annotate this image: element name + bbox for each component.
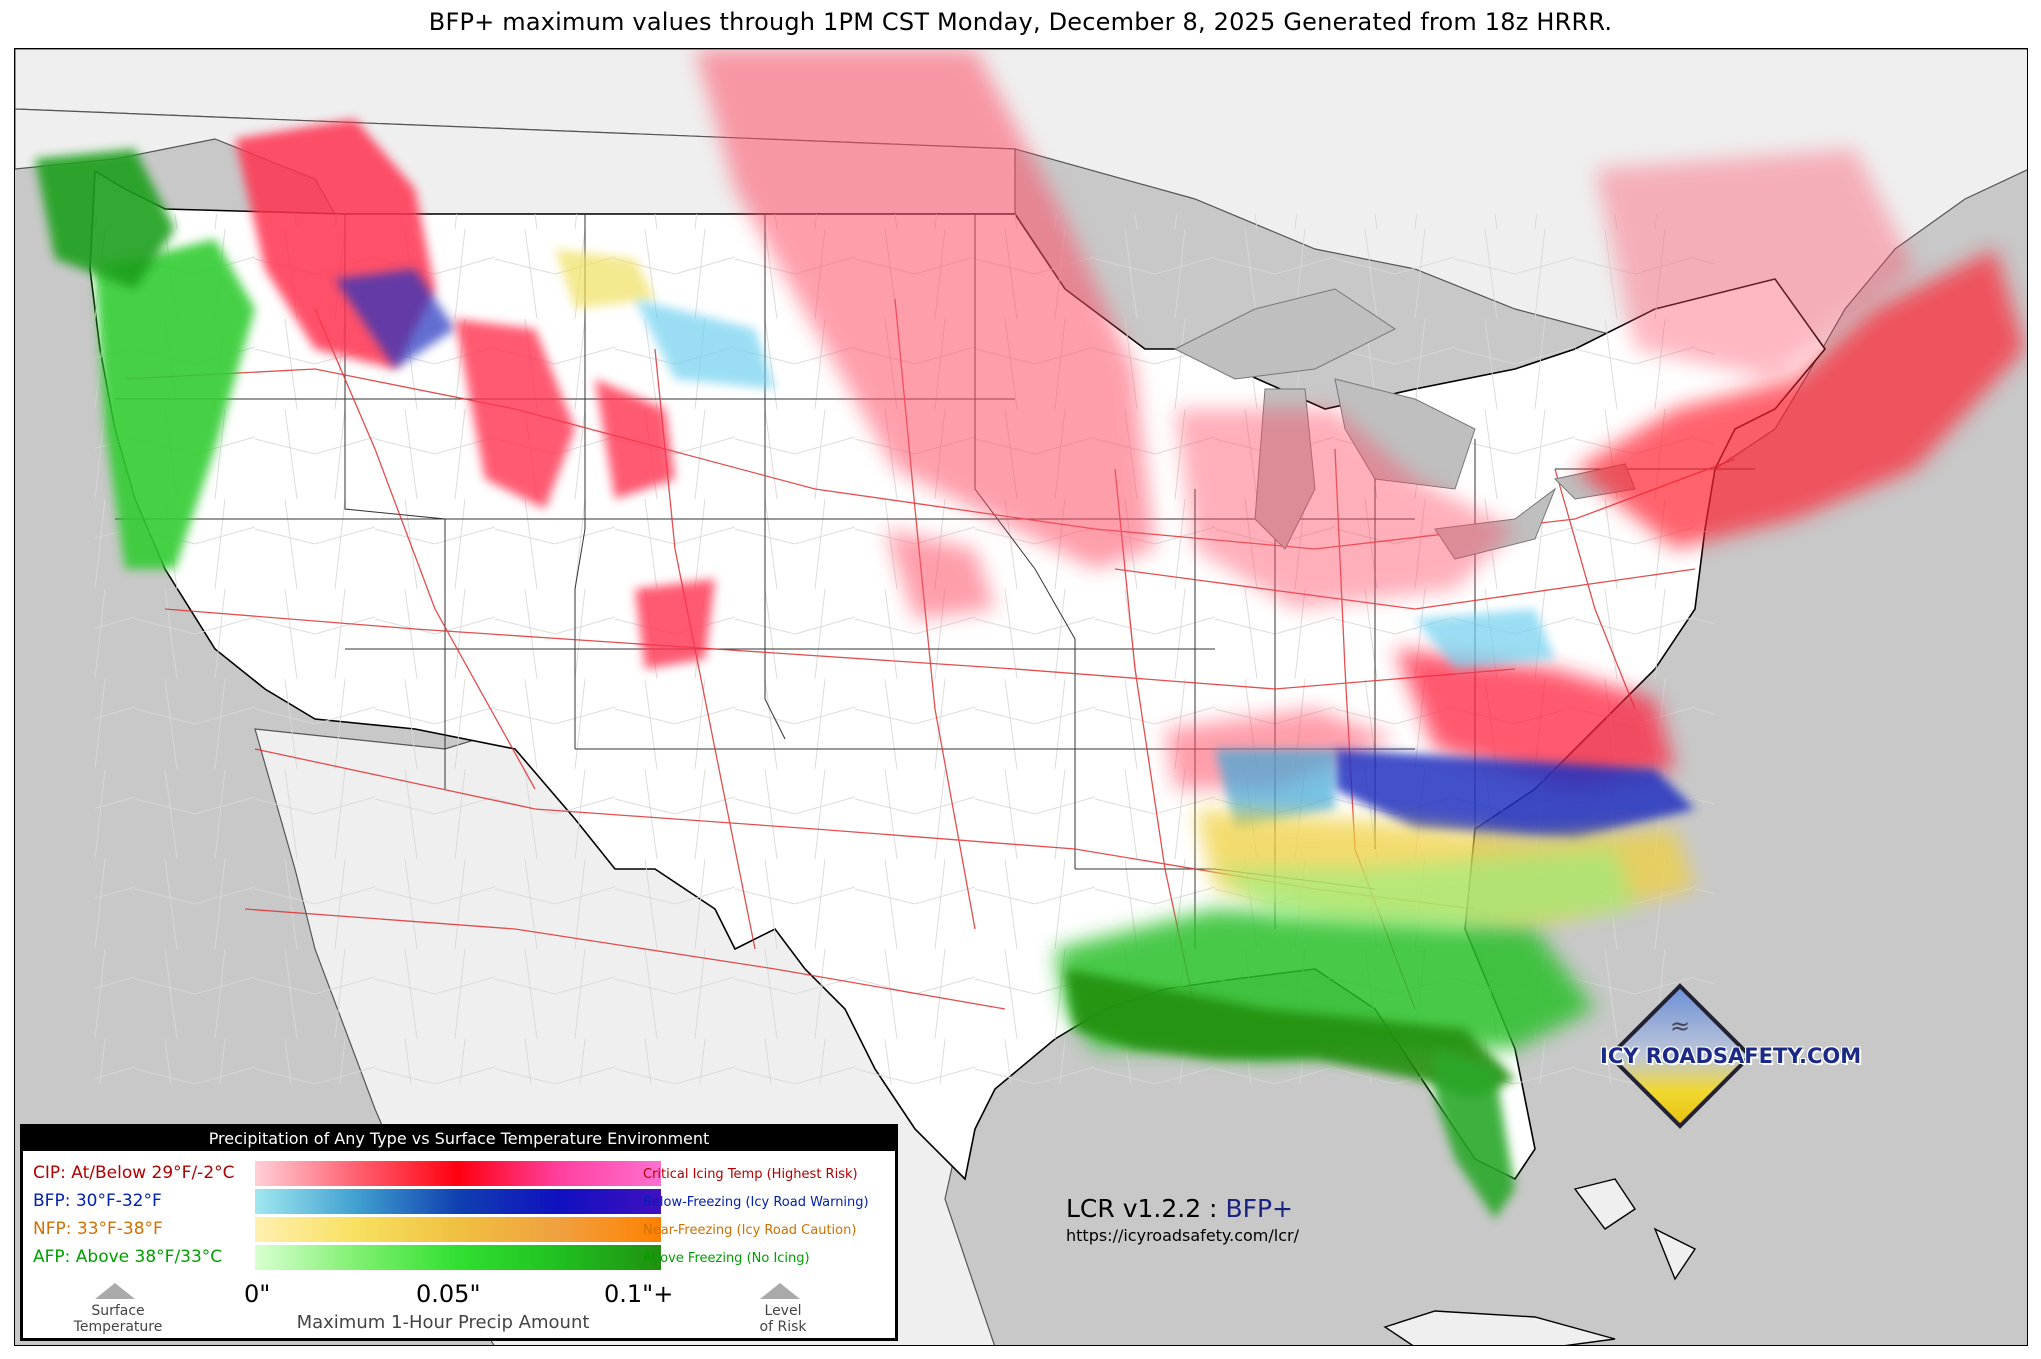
logo-wave-icon: ≈ — [1670, 1012, 1690, 1040]
risk-arrow-icon — [760, 1283, 800, 1299]
product-label: LCR v1.2.2 : BFP+ — [1066, 1194, 1293, 1223]
logo-diamond-icon: ≈ — [1607, 983, 1753, 1129]
risk-label: Level of Risk — [759, 1303, 807, 1335]
precip-overlay — [35, 49, 2025, 1219]
product-version: LCR v1.2.2 : — [1066, 1194, 1218, 1223]
legend-desc-bfp: Below-Freezing (Icy Road Warning) — [643, 1195, 869, 1210]
map-title: BFP+ maximum values through 1PM CST Mond… — [428, 8, 1613, 36]
legend-row-afp-label: AFP: Above 38°F/33°C — [33, 1247, 223, 1267]
legend-tick-1: 0.05" — [416, 1280, 481, 1308]
caribbean-islands — [1383, 1178, 1697, 1345]
legend-row-bfp-label: BFP: 30°F-32°F — [33, 1191, 162, 1211]
icyroadsafety-logo: ≈ ICY ROADSAFETY.COM — [1600, 982, 1861, 1132]
legend-header: Precipitation of Any Type vs Surface Tem… — [23, 1127, 895, 1151]
product-url[interactable]: https://icyroadsafety.com/lcr/ — [1066, 1226, 1299, 1245]
legend-row-cip-label: CIP: At/Below 29°F/-2°C — [33, 1163, 235, 1183]
legend-row-nfp-label: NFP: 33°F-38°F — [33, 1219, 163, 1239]
legend-tick-0: 0" — [244, 1280, 271, 1308]
product-name: BFP+ — [1225, 1194, 1293, 1223]
legend-axis-label: Maximum 1-Hour Precip Amount — [296, 1312, 590, 1333]
legend-desc-nfp: Near-Freezing (Icy Road Caution) — [643, 1223, 857, 1238]
surface-temp-label: Surface Temperature — [73, 1303, 163, 1335]
legend-desc-cip: Critical Icing Temp (Highest Risk) — [643, 1167, 858, 1182]
legend-bar-bfp — [255, 1189, 661, 1214]
legend-panel: Precipitation of Any Type vs Surface Tem… — [20, 1124, 898, 1341]
legend-bar-nfp — [255, 1217, 661, 1242]
surface-temp-arrow-icon — [95, 1283, 135, 1299]
legend-desc-afp: Above Freezing (No Icing) — [643, 1251, 810, 1266]
legend-tick-2: 0.1"+ — [604, 1280, 674, 1308]
legend-bar-cip — [255, 1161, 661, 1186]
legend-bar-afp — [255, 1245, 661, 1270]
logo-text: ICY ROADSAFETY.COM — [1600, 1044, 1862, 1068]
